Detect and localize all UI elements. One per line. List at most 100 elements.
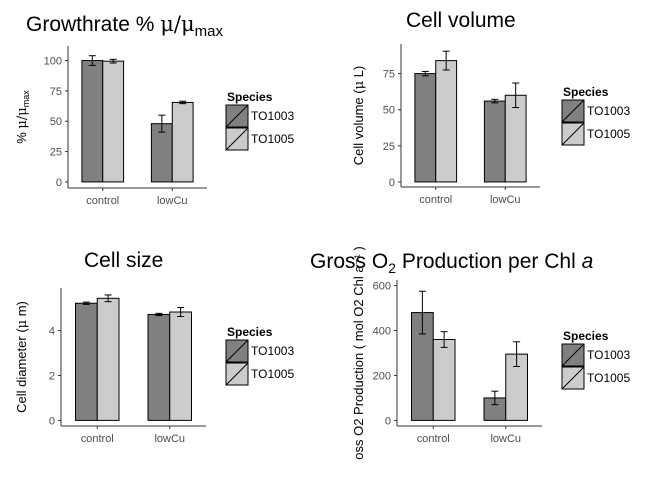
error-bar-TO1003-control xyxy=(421,70,429,77)
y-tick-label: 50 xyxy=(383,105,395,117)
y-tick-label: 0 xyxy=(56,177,62,189)
legend: Species TO1003 TO1005 xyxy=(225,325,294,386)
bar-TO1003-control xyxy=(81,60,104,183)
legend-title: Species xyxy=(227,325,273,339)
y-axis-label-symbol: μ xyxy=(352,81,367,89)
panel-title: Gross O2 Production per Chl a xyxy=(310,250,593,276)
error-bar-TO1005-control xyxy=(104,294,112,303)
bar-TO1003-lowCu xyxy=(483,100,506,183)
y-tick-label: 50 xyxy=(50,116,62,128)
y-tick-label: 75 xyxy=(383,69,395,81)
y-tick-label: 25 xyxy=(383,141,395,153)
y-tick-label: 25 xyxy=(50,147,62,159)
y-axis-label-symbol: μ xyxy=(15,120,30,128)
x-tick-label: lowCu xyxy=(157,195,188,207)
y-axis-label: % μ/μmax xyxy=(14,90,31,144)
panel-title-symbol: μ xyxy=(160,12,174,36)
panel-title-italic: a xyxy=(582,250,594,273)
x-tick-label: lowCu xyxy=(154,433,185,445)
y-axis-label-slash: / xyxy=(15,115,30,120)
error-bar-TO1003-control xyxy=(418,290,426,335)
x-tick-label: control xyxy=(81,433,114,445)
legend-key-slash xyxy=(561,366,585,390)
bar-TO1003-control xyxy=(414,73,437,183)
legend-title: Species xyxy=(563,85,609,99)
legend-title: Species xyxy=(227,90,273,104)
panel-title-main: Cell volume xyxy=(406,9,516,32)
y-tick-label: 100 xyxy=(44,56,62,68)
legend-label-TO1003: TO1003 xyxy=(251,344,294,358)
legend: Species TO1003 TO1005 xyxy=(561,329,630,390)
panel-title-subscript: max xyxy=(195,23,224,40)
panel-title-subscript: 2 xyxy=(388,260,396,276)
y-axis-label-pre: % xyxy=(14,129,29,144)
x-tick-label: control xyxy=(419,194,452,206)
bar-TO1005-control xyxy=(96,297,120,421)
error-bar-TO1005-control xyxy=(109,58,117,64)
y-axis-label: oss O2 Production ( mol O2 Chl a⁻¹ ) xyxy=(351,246,366,460)
legend: Species TO1003 TO1005 xyxy=(561,85,630,146)
legend-key-slash xyxy=(225,127,249,151)
panel-title-main: Gross O xyxy=(310,250,388,273)
y-axis-label-post: L) xyxy=(351,66,366,81)
y-tick-label: 4 xyxy=(49,326,55,338)
y-tick-label: 0 xyxy=(389,177,395,189)
y-axis-label-pre: Cell diameter ( xyxy=(14,328,29,413)
legend-label-TO1005: TO1005 xyxy=(587,127,630,141)
x-tick-label: lowCu xyxy=(490,194,521,206)
panel-title-slash: / xyxy=(174,12,182,36)
error-bar-TO1003-control xyxy=(88,55,96,66)
y-tick-label: 400 xyxy=(373,326,391,338)
y-axis-label: Cell diameter (μ m) xyxy=(14,301,30,413)
y-tick-label: 0 xyxy=(49,415,55,427)
panel-2: Cell volume Cell volume (μ L) 0 25 50 75 contr… xyxy=(351,9,630,206)
y-tick-label: 0 xyxy=(385,415,391,427)
panel-title-symbol2: μ xyxy=(181,12,195,36)
error-bar-TO1005-control xyxy=(440,331,448,348)
legend-label-TO1005: TO1005 xyxy=(251,367,294,381)
panel-title: Growthrate % μ/μmax xyxy=(26,12,223,40)
panel-title-main: Cell size xyxy=(84,249,163,272)
y-axis-label: Cell volume (μ L) xyxy=(351,66,367,165)
panel-title: Cell volume xyxy=(406,9,516,32)
x-tick-label: lowCu xyxy=(490,433,521,445)
error-bar-TO1005-lowCu xyxy=(177,307,185,317)
error-bar-TO1005-lowCu xyxy=(512,82,520,109)
bar-TO1005-control xyxy=(102,60,125,183)
error-bar-TO1005-lowCu xyxy=(179,100,187,105)
legend-label-TO1005: TO1005 xyxy=(251,132,294,146)
error-bar-TO1003-lowCu xyxy=(491,390,499,406)
legend-key-slash xyxy=(225,104,249,128)
y-axis-label-pre: Cell volume ( xyxy=(351,89,366,166)
y-axis-label-text: oss O2 Production ( mol O2 Chl a⁻¹ ) xyxy=(351,246,366,460)
x-tick-label: control xyxy=(417,433,450,445)
bar-TO1003-control xyxy=(75,302,98,421)
y-tick-label: 75 xyxy=(50,86,62,98)
error-bar-TO1003-control xyxy=(82,301,90,305)
error-bar-TO1003-lowCu xyxy=(155,312,163,317)
legend-key-slash xyxy=(225,339,249,363)
panel-3: Cell size Cell diameter (μ m) 0 2 4 control lo… xyxy=(14,249,294,445)
y-axis-label-subscript: max xyxy=(21,90,31,108)
legend-label-TO1003: TO1003 xyxy=(587,348,630,362)
y-tick-label: 2 xyxy=(49,371,55,383)
y-axis-label-symbol: μ xyxy=(15,320,30,328)
legend-key-slash xyxy=(561,99,585,123)
error-bar-TO1003-lowCu xyxy=(158,114,166,133)
legend-key-slash xyxy=(561,343,585,367)
y-axis-label-symbol2: μ xyxy=(15,107,30,115)
y-axis-label-post: m) xyxy=(14,301,29,320)
error-bar-TO1005-lowCu xyxy=(513,341,521,367)
legend-key-slash xyxy=(225,362,249,386)
error-bar-TO1003-lowCu xyxy=(491,98,499,104)
legend-label-TO1005: TO1005 xyxy=(587,371,630,385)
bar-TO1005-lowCu xyxy=(169,311,192,421)
legend: Species TO1003 TO1005 xyxy=(225,90,294,151)
y-tick-label: 600 xyxy=(373,281,391,293)
panel-1: Growthrate % μ/μmax% μ/μmax0255075100con… xyxy=(14,12,294,207)
panel-title-main: Growthrate % xyxy=(26,13,160,36)
error-bar-TO1005-control xyxy=(442,50,450,71)
legend-label-TO1003: TO1003 xyxy=(587,104,630,118)
bar-TO1005-control xyxy=(432,339,456,421)
